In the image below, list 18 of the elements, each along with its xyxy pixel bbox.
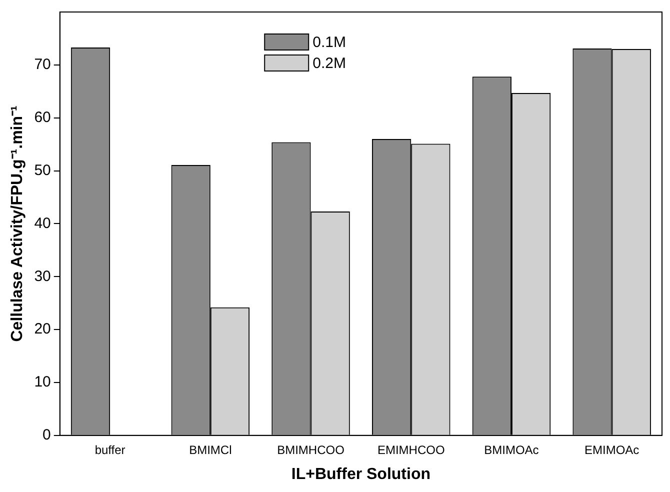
x-tick-label: EMIMHCOO [377,442,445,457]
y-tick-label: 10 [34,374,51,391]
y-tick-label: 40 [34,214,51,232]
y-tick-label: 0 [42,426,51,444]
x-axis-title: IL+Buffer Solution [291,466,430,483]
x-tick-label: BMIMHCOO [277,442,344,457]
y-tick-label: 30 [34,268,51,285]
x-tick-label: EMIMOAc [584,442,640,457]
x-tick-label: BMIMCl [189,442,232,457]
x-tick-label: buffer [94,442,126,457]
y-axis-title: Cellulase Activity/FPU.g⁻¹.min⁻¹ [9,106,26,342]
y-tick-label: 50 [34,162,51,179]
x-tick-label: BMIMOAc [484,442,539,457]
y-tick-label: 20 [34,320,51,338]
y-tick-label: 60 [34,108,51,126]
legend-label: 0.2M [312,55,346,72]
legend-label: 0.1M [312,34,346,52]
y-tick-label: 70 [34,56,51,74]
